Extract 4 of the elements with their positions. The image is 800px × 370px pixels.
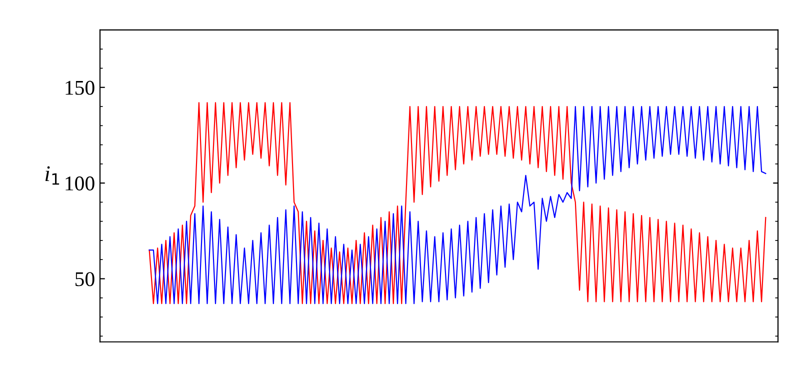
y-tick-label: 150 bbox=[66, 80, 94, 95]
y-tick-label: 50 bbox=[76, 272, 94, 286]
y-axis-title: i$_{1}$ bbox=[45, 166, 60, 185]
y-tick-label: 100 bbox=[66, 176, 94, 190]
